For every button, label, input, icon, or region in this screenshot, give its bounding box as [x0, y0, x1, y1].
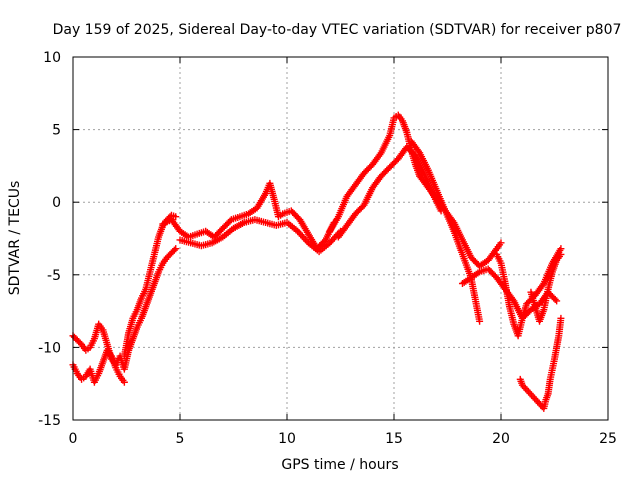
y-tick-label: 5 — [52, 123, 61, 139]
chart-title: Day 159 of 2025, Sidereal Day-to-day VTE… — [53, 22, 622, 38]
data-point — [557, 250, 565, 258]
y-tick-label: 0 — [52, 195, 61, 211]
axis-ticks: 0 5 10 15 20 25 -15 -10 -5 0 5 10 — [38, 50, 617, 447]
y-tick-label: 10 — [43, 50, 61, 66]
data-point — [497, 239, 505, 247]
x-axis-label: GPS time / hours — [281, 457, 398, 473]
data-point — [551, 295, 559, 303]
grid-lines — [73, 57, 608, 420]
x-tick-label: 20 — [492, 431, 510, 447]
plot-frame — [72, 56, 609, 421]
y-tick-label: -15 — [38, 413, 61, 429]
x-tick-label: 5 — [176, 431, 185, 447]
data-point — [553, 297, 561, 305]
data-point — [172, 245, 180, 253]
data-point — [120, 378, 128, 386]
data-points — [69, 111, 565, 412]
data-point — [557, 314, 565, 322]
y-axis-label: SDTVAR / TECUs — [7, 181, 23, 296]
data-point — [476, 317, 484, 325]
x-tick-label: 10 — [278, 431, 296, 447]
data-point — [170, 246, 178, 254]
data-point — [226, 217, 234, 225]
data-point — [172, 213, 180, 221]
y-tick-label: -10 — [38, 340, 61, 356]
x-tick-label: 25 — [599, 431, 617, 447]
x-tick-label: 0 — [69, 431, 78, 447]
x-tick-label: 15 — [385, 431, 403, 447]
y-tick-label: -5 — [47, 268, 61, 284]
